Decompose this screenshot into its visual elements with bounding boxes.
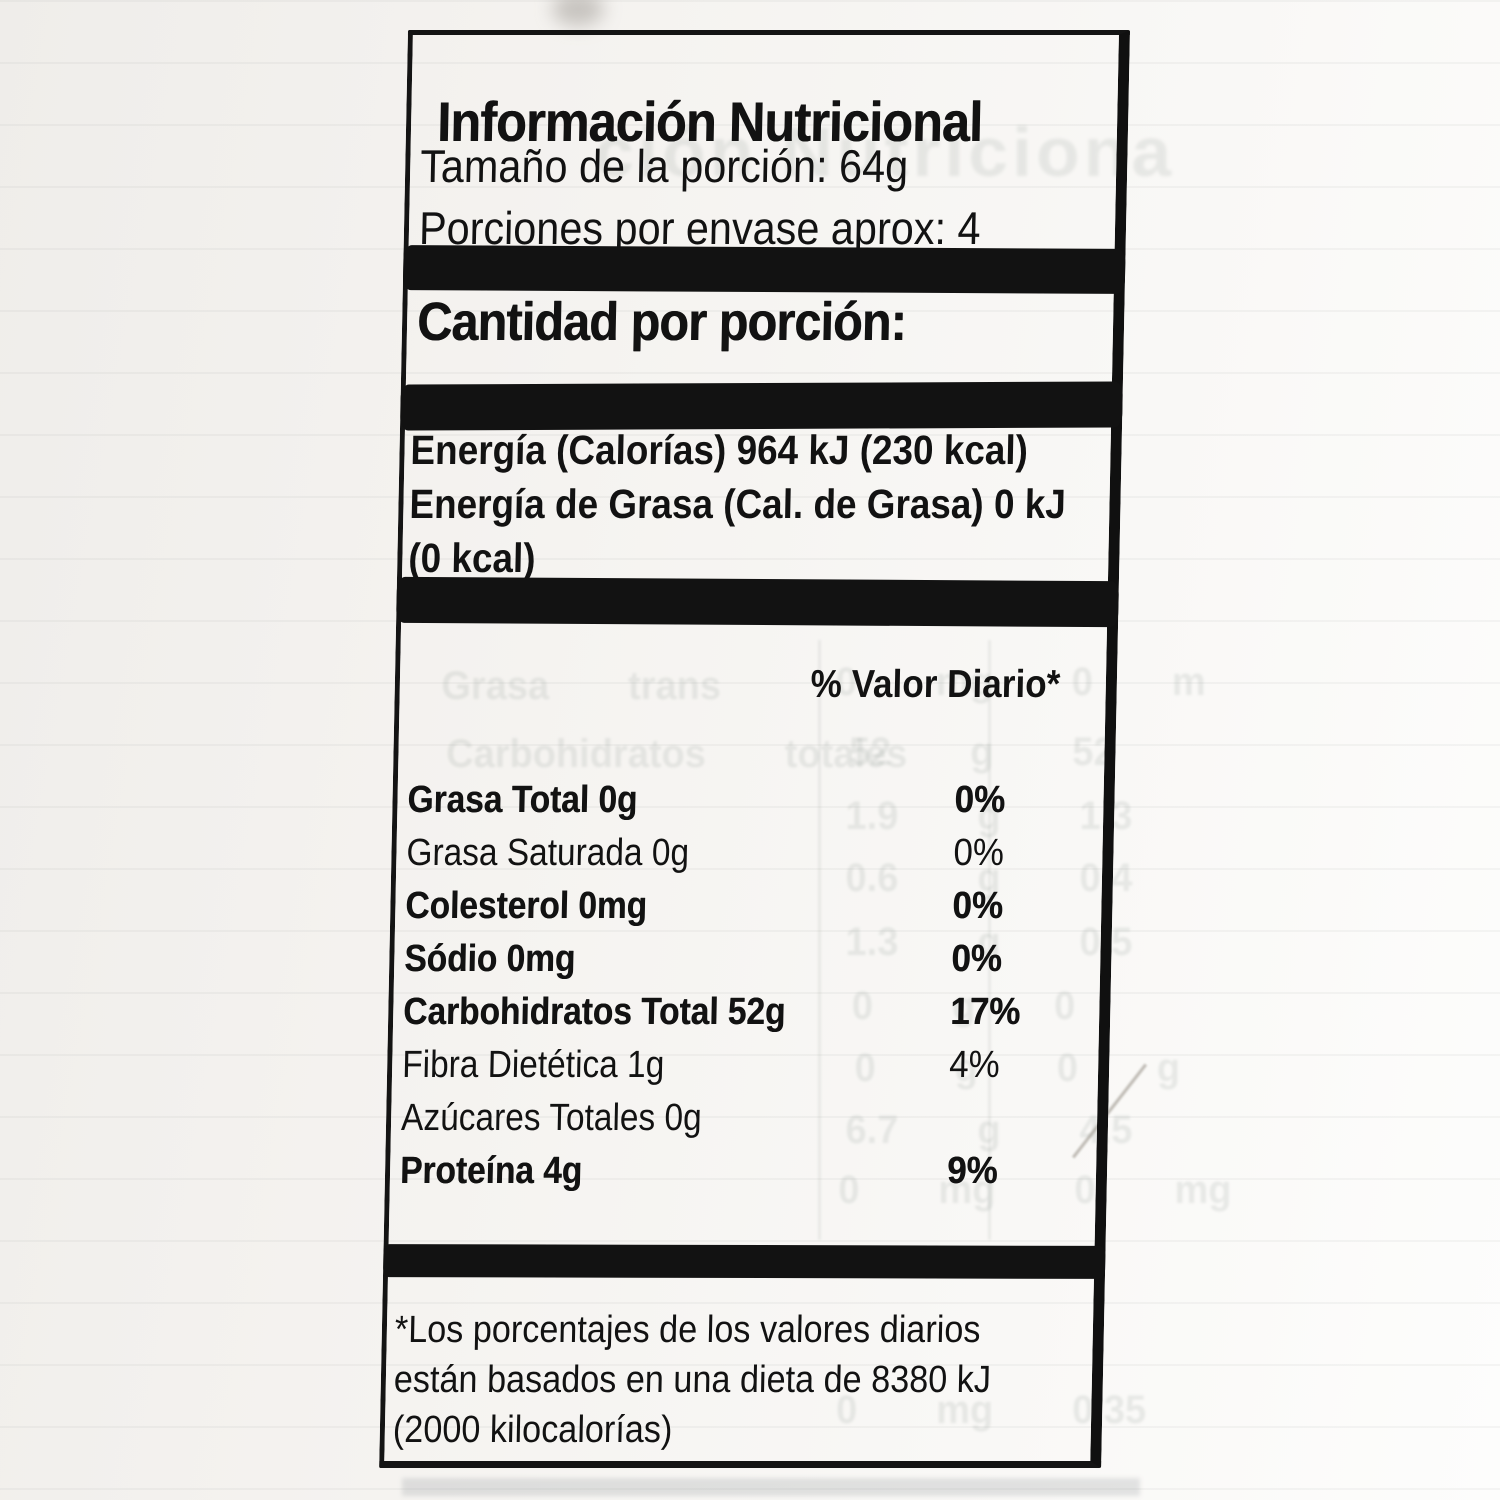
energy-from-fat-line-cont: (0 kcal): [407, 535, 537, 581]
ghost-text-fragment: 1.9 g 1.3: [845, 794, 1133, 838]
thick-divider-bar: [395, 576, 1120, 628]
ghost-text-fragment: 52 g 52: [848, 730, 1115, 774]
nutrient-daily-value: 17%: [949, 991, 1021, 1033]
ghost-text-fragment: 0 mg 0 m: [835, 660, 1206, 704]
ghost-text-fragment: Carbohidratos totales: [446, 732, 908, 776]
ghost-text-fragment: 0 mg 0 mg: [838, 1168, 1232, 1212]
nutrient-name: Proteína 4g: [399, 1150, 583, 1192]
daily-value-column-header: % Valor Diario*: [809, 663, 1061, 706]
nutrient-name: Grasa Total 0g: [407, 779, 638, 821]
nutrient-daily-value: 0%: [954, 779, 1006, 821]
ghost-heading-text: ción Nutriciona: [594, 113, 1176, 191]
amount-per-serving-heading: Cantidad por porción:: [416, 292, 907, 352]
nutrient-daily-value: 0%: [951, 885, 1004, 927]
paper-smudge: [552, 0, 604, 26]
energy-from-fat-line: Energía de Grasa (Cal. de Grasa) 0 kJ: [409, 481, 1067, 527]
nutrient-table: Grasa Total 0g 0% Grasa Saturada 0g 0% Coles…: [399, 779, 1094, 1203]
serving-size-line: Tamaño de la porción: 64g: [419, 140, 909, 192]
nutrition-label-box: Información Nutricional Tamaño de la por…: [379, 30, 1130, 1468]
nutrient-row: Colesterol 0mg 0%: [405, 885, 1092, 938]
nutrient-row: Carbohidratos Total 52g 17%: [403, 991, 1090, 1044]
nutrient-daily-value: 0%: [950, 938, 1003, 980]
ghost-text-fragment: 0 g 0 g: [854, 1046, 1181, 1090]
ghost-table-column-line: [988, 640, 991, 1240]
nutrient-name: Carbohidratos Total 52g: [402, 991, 786, 1033]
thick-divider-bar: [382, 1244, 1106, 1279]
ghost-text-fragment: 0 g 0: [851, 984, 1076, 1028]
footnote-line: *Los porcentajes de los valores diarios: [394, 1309, 981, 1351]
footnote-line: (2000 kilocalorías): [392, 1409, 673, 1451]
nutrient-name: Colesterol 0mg: [404, 885, 648, 927]
ghost-text-fragment: Grasa trans: [441, 664, 721, 708]
ghost-text-fragment: 0 mg 0.35: [836, 1388, 1147, 1432]
nutrient-row: Proteína 4g 9%: [399, 1150, 1086, 1203]
ghost-text-fragment: 1.3 g 0.5: [845, 920, 1133, 964]
ghost-text-band: [402, 1478, 1140, 1496]
nutrient-daily-value: 4%: [948, 1044, 1001, 1086]
energy-calories-line: Energía (Calorías) 964 kJ (230 kcal): [410, 427, 1029, 473]
ghost-text-fragment: 0.6 g 0.4: [845, 856, 1133, 900]
nutrient-row: Grasa Saturada 0g 0%: [406, 832, 1093, 885]
nutrient-row: Sódio 0mg 0%: [404, 938, 1091, 991]
nutrient-name: Grasa Saturada 0g: [406, 832, 690, 874]
nutrient-daily-value: 0%: [953, 832, 1005, 874]
ghost-table-column-line: [818, 640, 821, 1240]
daily-value-footnote: *Los porcentajes de los valores diarios …: [392, 1305, 1058, 1455]
nutrient-row: Grasa Total 0g 0%: [407, 779, 1094, 832]
thick-divider-bar: [400, 381, 1123, 431]
ghost-text-fragment: 6.7 g 4.5: [845, 1108, 1133, 1152]
footnote-line: están basados en una dieta de 8380 kJ: [393, 1359, 992, 1401]
ghost-table-column-line: [1096, 1300, 1099, 1468]
nutrient-row: Fibra Dietética 1g 4%: [402, 1044, 1089, 1097]
nutrient-name: Azúcares Totales 0g: [400, 1097, 703, 1139]
nutrient-row: Azúcares Totales 0g: [401, 1097, 1088, 1150]
nutrient-name: Sódio 0mg: [403, 938, 576, 980]
thick-divider-bar: [402, 245, 1126, 294]
nutrient-name: Fibra Dietética 1g: [401, 1044, 665, 1086]
nutrient-daily-value: 9%: [946, 1150, 999, 1192]
